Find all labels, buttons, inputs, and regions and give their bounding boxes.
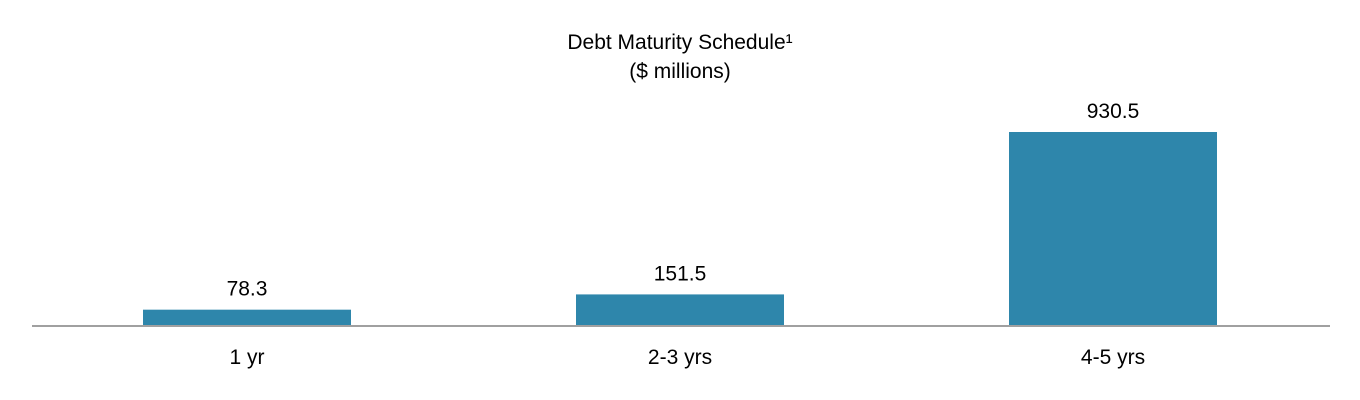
chart-subtitle: ($ millions) (629, 60, 731, 83)
bar-0 (143, 309, 351, 326)
category-layer: 1 yr 2-3 yrs 4-5 yrs (229, 346, 1145, 369)
bar-1 (576, 294, 784, 326)
labels-layer: 78.3 151.5 930.5 (227, 100, 1140, 301)
category-label-2: 4-5 yrs (1081, 346, 1145, 369)
bar-2 (1009, 132, 1217, 326)
category-label-1: 2-3 yrs (648, 346, 712, 369)
value-label-1: 151.5 (654, 262, 707, 285)
category-label-0: 1 yr (229, 346, 264, 369)
bars-layer (143, 132, 1217, 326)
value-label-0: 78.3 (227, 278, 268, 301)
chart-title: Debt Maturity Schedule¹ (567, 31, 792, 54)
value-label-2: 930.5 (1087, 100, 1140, 123)
